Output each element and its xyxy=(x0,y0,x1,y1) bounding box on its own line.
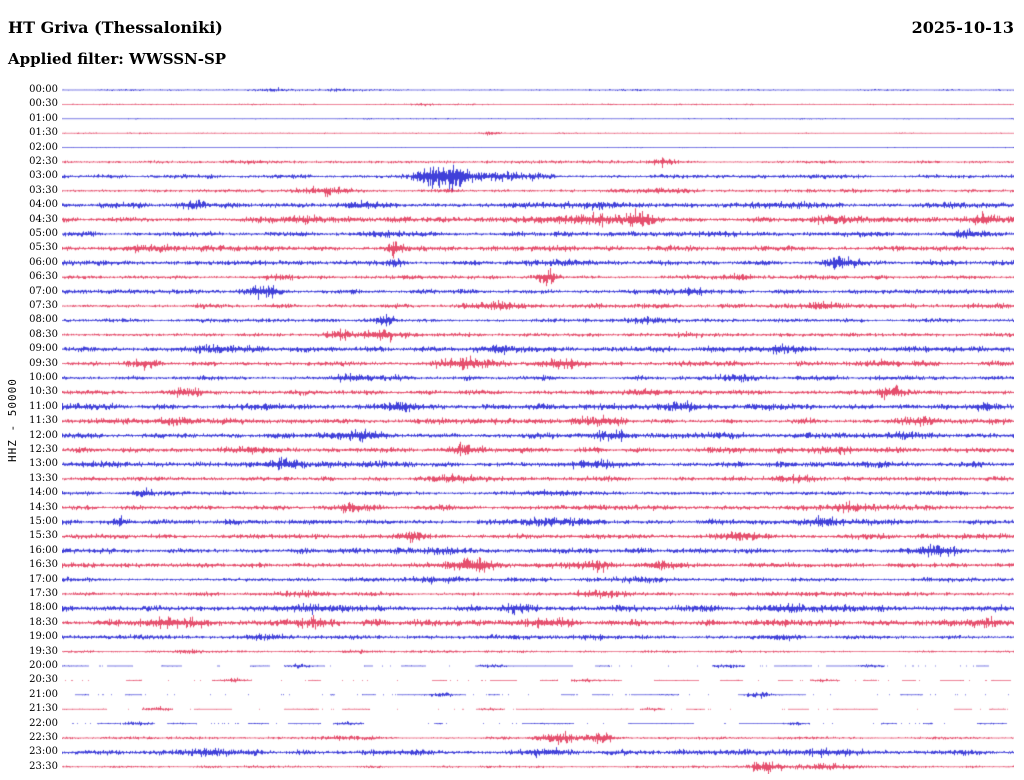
time-label-column: 00:00 00:30 01:00 01:30 02:00 02:30 03:00 03:30… xyxy=(0,0,58,780)
trace-time-label: 03:00 xyxy=(29,170,58,182)
trace-time-label: 00:30 xyxy=(29,98,58,110)
trace-time-label: 05:30 xyxy=(29,242,58,254)
trace-time-label: 19:00 xyxy=(29,631,58,643)
trace-time-label: 10:30 xyxy=(29,386,58,398)
trace-time-label: 15:00 xyxy=(29,516,58,527)
trace-time-label: 07:00 xyxy=(29,285,58,297)
trace-time-label: 05:00 xyxy=(29,228,58,239)
trace-time-label: 01:30 xyxy=(29,127,58,139)
date-label: 2025-10-13 xyxy=(911,18,1014,37)
trace-time-label: 22:00 xyxy=(29,717,58,729)
trace-time-label: 21:00 xyxy=(29,688,58,700)
trace-time-label: 14:30 xyxy=(29,501,58,513)
trace-time-label: 19:30 xyxy=(29,645,58,657)
trace-time-label: 10:00 xyxy=(29,372,58,383)
trace-time-label: 15:30 xyxy=(29,530,58,542)
trace-time-label: 16:30 xyxy=(29,559,58,571)
trace-time-label: 23:00 xyxy=(29,746,58,758)
trace-time-label: 07:30 xyxy=(29,300,58,311)
trace-time-label: 06:00 xyxy=(29,256,58,268)
trace-time-label: 04:00 xyxy=(29,199,58,211)
trace-time-label: 14:00 xyxy=(29,487,58,499)
trace-time-label: 06:30 xyxy=(29,271,58,283)
trace-time-label: 21:30 xyxy=(29,703,58,715)
trace-time-label: 02:30 xyxy=(29,156,58,167)
trace-time-label: 09:30 xyxy=(29,357,58,369)
trace-time-label: 18:00 xyxy=(29,602,58,614)
trace-time-label: 12:00 xyxy=(29,429,58,441)
trace-time-label: 17:00 xyxy=(29,573,58,585)
trace-time-label: 16:00 xyxy=(29,544,58,556)
trace-time-label: 11:30 xyxy=(29,415,58,427)
trace-time-label: 13:30 xyxy=(29,472,58,484)
trace-time-label: 11:00 xyxy=(29,400,58,412)
trace-time-label: 23:30 xyxy=(29,760,58,772)
station-title: HT Griva (Thessaloniki) xyxy=(8,18,223,37)
trace-time-label: 01:00 xyxy=(29,112,58,124)
trace-time-label: 02:00 xyxy=(29,141,58,153)
trace-time-label: 22:30 xyxy=(29,732,58,743)
trace-time-label: 13:00 xyxy=(29,458,58,470)
trace-time-label: 20:30 xyxy=(29,674,58,686)
trace-time-label: 20:00 xyxy=(29,660,58,671)
trace-time-label: 00:00 xyxy=(29,84,58,95)
trace-time-label: 12:30 xyxy=(29,444,58,455)
trace-time-label: 04:30 xyxy=(29,213,58,225)
trace-time-label: 09:00 xyxy=(29,343,58,355)
trace-time-label: 08:00 xyxy=(29,314,58,326)
helicorder-traces xyxy=(62,82,1014,774)
trace-time-label: 17:30 xyxy=(29,588,58,599)
trace-time-label: 08:30 xyxy=(29,328,58,340)
trace-time-label: 03:30 xyxy=(29,184,58,196)
trace-time-label: 18:30 xyxy=(29,616,58,628)
applied-filter-label: Applied filter: WWSSN-SP xyxy=(8,50,227,68)
